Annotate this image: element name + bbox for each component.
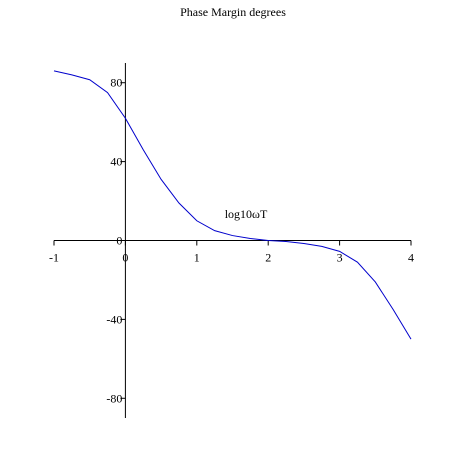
- y-tick-label: 40: [110, 155, 122, 169]
- chart-title: Phase Margin degrees: [180, 5, 286, 19]
- x-tick-label: 3: [337, 251, 343, 265]
- line-series: [53, 70, 412, 340]
- y-tick-label: -40: [106, 312, 122, 326]
- x-axis-label: log10ωT: [225, 207, 268, 221]
- y-tick-label: 80: [110, 76, 122, 90]
- x-tick-label: 1: [194, 251, 200, 265]
- x-tick-label: -1: [49, 251, 59, 265]
- y-tick-label: -80: [106, 391, 122, 405]
- x-tick-label: 2: [265, 251, 271, 265]
- x-tick-label: 4: [408, 251, 414, 265]
- x-tick-label: 0: [122, 251, 128, 265]
- y-tick-label: 0: [116, 234, 122, 248]
